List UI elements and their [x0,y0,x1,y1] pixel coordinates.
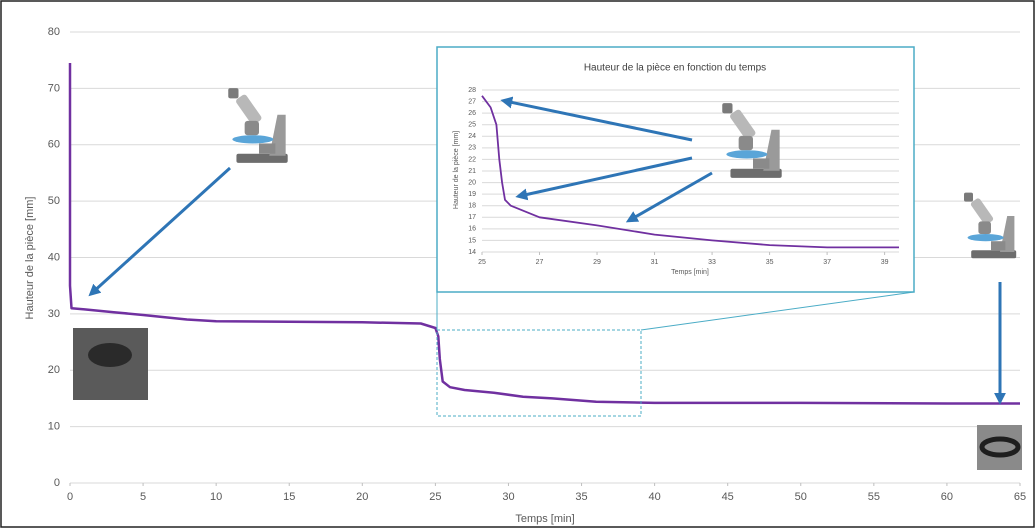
y-tick-label: 22 [468,156,476,163]
y-tick-label: 80 [48,26,60,38]
y-tick-label: 60 [48,139,60,151]
x-axis-label: Temps [min] [671,269,709,276]
x-tick-label: 10 [210,491,222,503]
x-tick-label: 25 [478,259,486,266]
x-tick-label: 55 [868,491,880,503]
x-axis-label: Temps [min] [515,513,574,525]
y-tick-label: 16 [468,226,476,233]
x-tick-label: 39 [881,259,889,266]
y-tick-label: 18 [468,203,476,210]
x-tick-label: 0 [67,491,73,503]
x-tick-label: 20 [356,491,368,503]
y-tick-label: 15 [468,237,476,244]
y-tick-label: 17 [468,214,476,221]
inset-title: Hauteur de la pièce en fonction du temps [584,63,766,74]
y-tick-label: 21 [468,168,476,175]
inset-frame [437,47,914,292]
x-tick-label: 29 [593,259,601,266]
x-tick-label: 50 [795,491,807,503]
y-tick-label: 23 [468,145,476,152]
x-tick-label: 60 [941,491,953,503]
y-tick-label: 14 [468,249,476,256]
x-tick-label: 25 [429,491,441,503]
x-tick-label: 35 [766,259,774,266]
x-tick-label: 33 [708,259,716,266]
y-tick-label: 19 [468,191,476,198]
y-tick-label: 24 [468,133,476,140]
x-tick-label: 65 [1014,491,1026,503]
x-tick-label: 40 [648,491,660,503]
x-tick-label: 30 [502,491,514,503]
x-tick-label: 37 [823,259,831,266]
y-tick-label: 0 [54,477,60,489]
y-tick-label: 28 [468,87,476,94]
y-tick-label: 25 [468,122,476,129]
y-tick-label: 20 [48,364,60,376]
x-tick-label: 27 [536,259,544,266]
part-photo-detail [88,343,132,367]
y-axis-label: Hauteur de la pièce [mm] [453,131,460,209]
y-tick-label: 70 [48,82,60,94]
y-tick-label: 27 [468,98,476,105]
y-tick-label: 20 [468,179,476,186]
y-tick-label: 40 [48,251,60,263]
y-tick-label: 50 [48,195,60,207]
x-tick-label: 15 [283,491,295,503]
y-axis-label: Hauteur de la pièce [mm] [24,197,36,320]
x-tick-label: 35 [575,491,587,503]
y-tick-label: 30 [48,308,60,320]
x-tick-label: 5 [140,491,146,503]
x-tick-label: 31 [651,259,659,266]
chart-figure: Temps [min] Hauteur de la pièce [mm] 0 10… [0,0,1035,528]
y-tick-label: 26 [468,110,476,117]
y-tick-label: 10 [48,421,60,433]
x-tick-label: 45 [722,491,734,503]
